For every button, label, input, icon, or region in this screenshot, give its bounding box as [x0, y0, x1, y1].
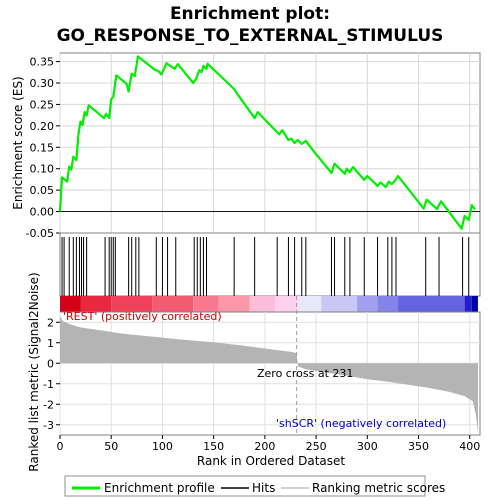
- x-tick-label: 50: [104, 440, 118, 453]
- metric-tick-label: -2: [43, 398, 54, 411]
- color-bar-segment: [60, 296, 81, 312]
- x-tick-label: 400: [459, 440, 480, 453]
- legend-hits-label: Hits: [252, 481, 275, 495]
- x-tick-label: 200: [254, 440, 275, 453]
- metric-y-ticks: -3 -2 -1 0 1 2: [43, 316, 60, 432]
- es-tick-label: 0.00: [30, 206, 55, 219]
- color-bar-segment: [297, 296, 322, 312]
- x-axis-label: Rank in Ordered Dataset: [197, 454, 345, 468]
- x-tick-label: 300: [357, 440, 378, 453]
- metric-tick-label: 1: [47, 337, 54, 350]
- hits-panel: [59, 232, 481, 297]
- x-axis-ticks: 0 50 100 150 200 250 300 350 400: [57, 435, 480, 453]
- color-bar-segment: [464, 296, 472, 312]
- metric-tick-label: 2: [47, 316, 54, 329]
- color-bar-segment: [357, 296, 378, 312]
- metric-tick-label: -1: [43, 378, 54, 391]
- es-tick-label: 0.05: [30, 184, 55, 197]
- color-bar-segment: [249, 296, 276, 312]
- legend-enrichment-label: Enrichment profile: [104, 481, 215, 495]
- es-tick-label: 0.15: [30, 141, 55, 154]
- enrichment-profile-line: [58, 55, 476, 230]
- color-bar-segment: [275, 296, 298, 312]
- legend-box: [64, 475, 426, 497]
- rank-color-bar: [60, 296, 478, 312]
- color-bar-segment: [377, 296, 399, 312]
- metric-tick-label: -3: [43, 419, 54, 432]
- color-bar-segment: [321, 296, 358, 312]
- es-y-ticks: -0.05 0.00 0.05 0.10 0.15 0.20 0.25 0.30 0.35: [26, 56, 60, 240]
- x-tick-label: 0: [57, 440, 64, 453]
- color-bar-segment: [218, 296, 250, 312]
- metric-ylabel: Ranked list metric (Signal2Noise): [27, 272, 41, 471]
- color-bar-segment: [193, 296, 219, 312]
- color-bar-segment: [398, 296, 465, 312]
- x-tick-label: 150: [203, 440, 224, 453]
- chart-title-line1: Enrichment plot:: [170, 4, 330, 24]
- x-tick-label: 100: [152, 440, 173, 453]
- es-tick-label: 0.30: [30, 77, 55, 90]
- ranking-metric-area: [60, 316, 478, 433]
- metric-tick-label: 0: [47, 357, 54, 370]
- zero-cross-label: Zero cross at 231: [257, 367, 353, 380]
- positive-label: 'REST' (positively correlated): [63, 310, 222, 323]
- es-ylabel: Enrichment score (ES): [11, 76, 25, 209]
- color-bar-segment: [80, 296, 112, 312]
- color-bar-segment: [111, 296, 153, 312]
- es-tick-label: 0.25: [30, 98, 55, 111]
- legend-metric-label: Ranking metric scores: [312, 481, 445, 495]
- color-bar-segment: [471, 296, 478, 312]
- hit-markers: [61, 237, 470, 296]
- x-tick-label: 350: [408, 440, 429, 453]
- es-tick-label: 0.20: [30, 120, 55, 133]
- negative-label: 'shSCR' (negatively correlated): [276, 417, 446, 430]
- es-tick-label: -0.05: [26, 227, 54, 240]
- color-bar-segment: [152, 296, 194, 312]
- es-tick-label: 0.35: [30, 56, 55, 69]
- chart-title-line2: GO_RESPONSE_TO_EXTERNAL_STIMULUS: [57, 26, 444, 46]
- es-tick-label: 0.10: [30, 163, 55, 176]
- x-tick-label: 250: [306, 440, 327, 453]
